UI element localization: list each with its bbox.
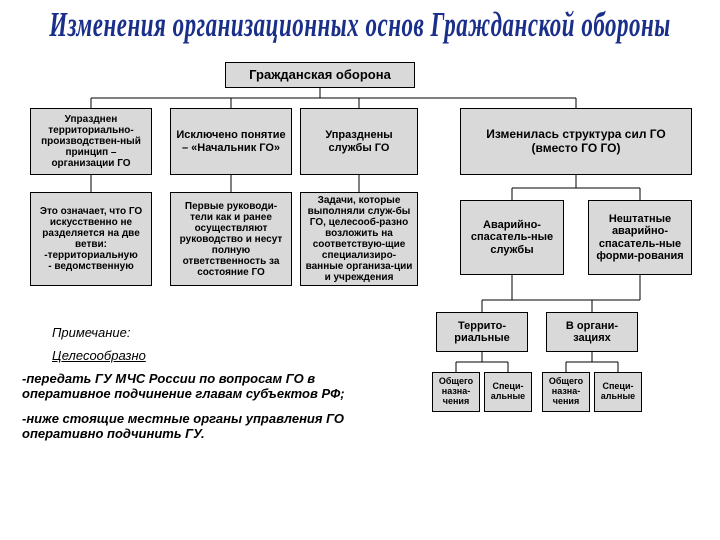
third-right: В органи-зациях xyxy=(546,312,638,352)
row1-col4: Изменилась структура сил ГО (вместо ГО Г… xyxy=(460,108,692,175)
row1-col3: Упразднены службы ГО xyxy=(300,108,418,175)
leaf-1-general: Общего назна-чения xyxy=(432,372,480,412)
leaf-1-special: Специ-альные xyxy=(484,372,532,412)
row2-col1: Это означает, что ГО искусственно не раз… xyxy=(30,192,152,286)
third-left: Террито-риальные xyxy=(436,312,528,352)
row2-col2: Первые руководи-тели как и ранее осущест… xyxy=(170,192,292,286)
row1-col2: Исключено понятие – «Начальник ГО» xyxy=(170,108,292,175)
notes-block: Примечание: Целесообразно -передать ГУ М… xyxy=(22,325,422,441)
notes-item-1: -передать ГУ МЧС России по вопросам ГО в… xyxy=(22,371,392,401)
root-box: Гражданская оборона xyxy=(225,62,415,88)
leaf-2-special: Специ-альные xyxy=(594,372,642,412)
diagram-title: Изменения организационных основ Гражданс… xyxy=(0,6,720,45)
notes-item-2: -ниже стоящие местные органы управления … xyxy=(22,411,392,441)
row1-col1: Упразднен территориально-производствен-н… xyxy=(30,108,152,175)
notes-header: Примечание: xyxy=(52,325,422,340)
struct-right: Нештатные аварийно-спасатель-ные форми-р… xyxy=(588,200,692,275)
notes-underline: Целесообразно xyxy=(52,348,422,363)
struct-left: Аварийно-спасатель-ные службы xyxy=(460,200,564,275)
leaf-2-general: Общего назна-чения xyxy=(542,372,590,412)
row2-col3: Задачи, которые выполняли служ-бы ГО, це… xyxy=(300,192,418,286)
